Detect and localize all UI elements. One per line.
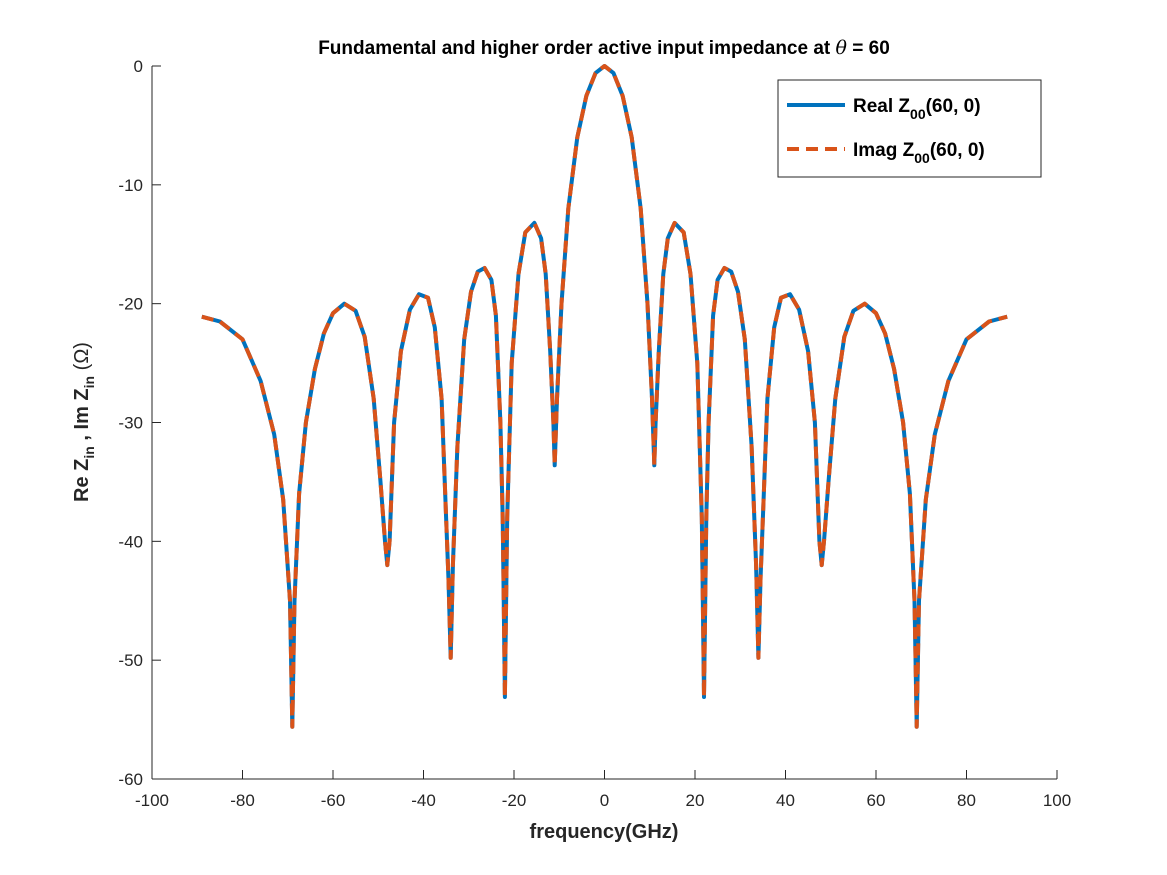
y-tick-label: -20 — [118, 295, 143, 314]
y-tick-label: -10 — [118, 176, 143, 195]
y-tick-label: 0 — [134, 57, 143, 76]
legend-box — [777, 79, 1042, 178]
legend: Real Z00(60, 0) Imag Z00(60, 0) — [777, 79, 1042, 178]
x-tick-label: 40 — [776, 791, 795, 810]
plot-area — [152, 66, 1057, 779]
x-tick-label: 80 — [957, 791, 976, 810]
legend-label-real: Real Z00(60, 0) — [853, 96, 981, 122]
chart-title: Fundamental and higher order active inpu… — [318, 37, 890, 59]
x-tick-label: 100 — [1043, 791, 1071, 810]
y-axis-label-re: Re Z — [71, 459, 93, 502]
chart-title-suffix: = 60 — [847, 38, 890, 59]
legend-label-imag-prefix: Imag Z — [853, 140, 915, 161]
legend-label-imag-sub: 00 — [914, 150, 930, 166]
x-tick-label: 60 — [867, 791, 886, 810]
y-axis-label-unit: (Ω) — [71, 342, 93, 376]
x-tick-label: -40 — [411, 791, 436, 810]
series-line-imag — [201, 64, 1008, 729]
x-tick-label: 20 — [686, 791, 705, 810]
y-tick-label: -30 — [118, 414, 143, 433]
legend-label-real-args: (60, 0) — [926, 96, 981, 117]
y-tick-label: -40 — [118, 532, 143, 551]
legend-label-imag: Imag Z00(60, 0) — [853, 140, 985, 166]
chart-title-theta: θ — [836, 37, 848, 59]
series-layer — [201, 64, 1008, 729]
tick-layer: -100 -80 -60 -40 -20 0 20 40 60 80 100 0 -10 -20 -30 -4… — [118, 57, 1071, 810]
y-axis-label-sub-in-2: in — [81, 376, 97, 388]
legend-label-imag-args: (60, 0) — [930, 140, 985, 161]
y-tick-label: -50 — [118, 651, 143, 670]
y-axis-label-sub-in-1: in — [81, 446, 97, 458]
y-tick-label: -60 — [118, 770, 143, 789]
x-tick-label: -60 — [321, 791, 346, 810]
y-axis-label: Re Zin , Im Zin (Ω) — [71, 342, 97, 502]
x-tick-label: -80 — [230, 791, 255, 810]
x-axis-label: frequency(GHz) — [530, 821, 679, 843]
legend-label-real-sub: 00 — [910, 106, 926, 122]
x-tick-label: 0 — [600, 791, 609, 810]
legend-label-real-prefix: Real Z — [853, 96, 910, 117]
y-axis-label-mid: , Im Z — [71, 388, 93, 446]
x-tick-label: -20 — [502, 791, 527, 810]
x-tick-label: -100 — [135, 791, 169, 810]
chart-title-prefix: Fundamental and higher order active inpu… — [318, 38, 835, 59]
